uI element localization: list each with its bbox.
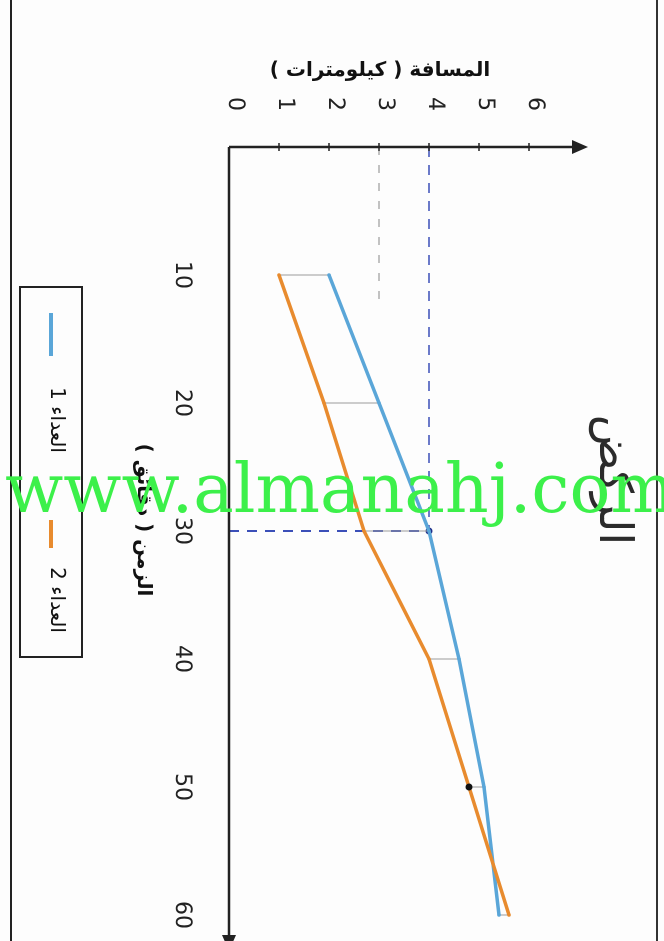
y-tick-label: 0 — [223, 97, 248, 111]
series-point-2 — [277, 273, 281, 277]
x-tick-label: 60 — [170, 901, 195, 929]
x-tick-label: 20 — [170, 389, 195, 417]
x-tick-label: 50 — [170, 773, 195, 801]
legend-label-1: العداء 1 — [46, 387, 70, 453]
series-point-1 — [457, 657, 461, 661]
x-tick-label: 40 — [170, 645, 195, 673]
y-tick-label: 1 — [273, 97, 298, 111]
chart-title: الركض — [588, 415, 643, 545]
series-line-1 — [327, 274, 501, 916]
series-line-2 — [277, 274, 511, 916]
chart-root — [222, 140, 588, 941]
series-point-1 — [497, 913, 501, 917]
series-point-2 — [362, 529, 366, 533]
legend: العداء 1 العداء 2 — [19, 286, 83, 658]
x-tick-label: 30 — [170, 517, 195, 545]
x-tick-label: 10 — [170, 261, 195, 289]
x-axis-title: الزمن ( دقائق ) — [133, 444, 157, 597]
page-frame — [10, 0, 656, 941]
series-layer — [277, 273, 511, 917]
y-tick-label: 3 — [373, 97, 398, 111]
legend-box — [19, 286, 83, 658]
guide-lines — [229, 147, 509, 916]
series-point-2 — [322, 401, 326, 405]
x-axis-arrow — [222, 935, 236, 941]
y-tick-label: 6 — [523, 97, 548, 111]
y-tick-labels: 0 1 2 3 4 5 6 — [223, 97, 548, 111]
y-axis-title: المسافة ( كيلومترات ) — [270, 57, 490, 81]
x-tick-labels: 10 20 30 40 50 60 — [170, 261, 195, 929]
page-frame-edge — [656, 0, 658, 941]
series-point-2 — [507, 913, 511, 917]
marked-point — [465, 783, 473, 791]
y-tick-label: 2 — [323, 97, 348, 111]
series-point-1 — [482, 785, 486, 789]
watermark-text: www.almanahj.com — [5, 450, 664, 529]
series-point-2 — [427, 657, 431, 661]
y-tick-label: 4 — [423, 97, 448, 111]
y-axis-arrow — [572, 140, 588, 154]
y-tick-label: 5 — [473, 97, 498, 111]
series-point-1 — [327, 273, 331, 277]
legend-label-2: العداء 2 — [46, 567, 70, 633]
axes — [222, 140, 588, 941]
series-point-1 — [377, 401, 381, 405]
series-point-1 — [427, 529, 431, 533]
